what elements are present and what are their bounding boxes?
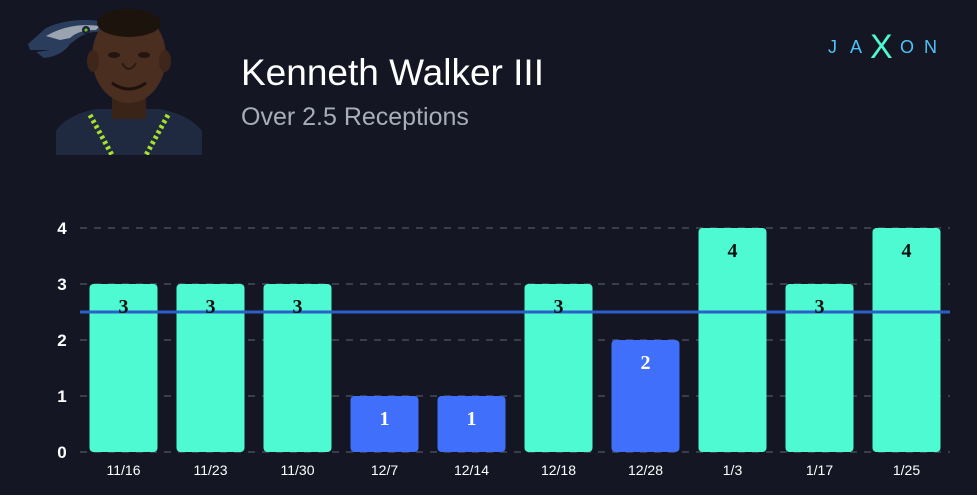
bar-value-label: 1 [380,408,390,430]
bar-value-label: 3 [554,296,564,318]
bars [89,228,941,452]
x-tick-label: 1/3 [723,462,743,478]
y-tick-label: 3 [57,275,66,294]
brand-letter-o: O [900,37,914,57]
bar [872,228,941,452]
bar [263,284,332,452]
x-tick-label: 11/16 [107,462,141,478]
brand-letter-a: A [850,37,862,57]
bar [437,396,506,452]
x-tick-label: 12/14 [454,462,489,478]
y-tick-label: 0 [57,443,66,462]
bar [698,228,767,452]
y-tick-label: 1 [57,387,66,406]
x-tick-label: 12/7 [371,462,398,478]
bar-value-label: 3 [293,296,303,318]
jaxon-logo-icon: J A X O N [826,26,948,66]
team-logo [26,14,110,64]
y-tick-label: 2 [57,331,66,350]
x-tick-label: 12/18 [541,462,576,478]
player-headshot [56,3,202,157]
bar [176,284,245,452]
bar-value-label: 3 [206,296,216,318]
bar [350,396,419,452]
bar-value-label: 1 [467,408,477,430]
x-tick-label: 1/17 [806,462,833,478]
bar [524,284,593,452]
x-tick-label: 11/30 [281,462,315,478]
y-tick-label: 4 [57,219,67,238]
brand-letter-x: X [870,28,893,66]
prop-label: Over 2.5 Receptions [241,103,469,131]
x-tick-label: 12/28 [628,462,663,478]
bar-value-label: 4 [902,240,912,262]
bar-value-label: 3 [815,296,825,318]
bar-value-label: 3 [119,296,129,318]
brand-letter-j: J [828,37,838,57]
x-tick-label: 11/23 [194,462,228,478]
bar [89,284,158,452]
bar [785,284,854,452]
y-axis-ticks: 0 1 2 3 4 [57,219,67,462]
seahawks-logo-icon [28,20,106,58]
bar-value-label: 4 [728,240,738,262]
bar-value-label: 2 [641,352,651,374]
brand-letter-n: N [924,37,937,57]
x-tick-label: 1/25 [893,462,920,478]
player-name: Kenneth Walker III [241,52,544,93]
bar-value-labels: 3 3 3 1 1 3 2 4 3 4 [119,240,912,430]
x-axis-ticks: 11/16 11/23 11/30 12/7 12/14 12/18 12/28 1/3 1/1… [107,462,921,478]
bar [611,340,680,452]
